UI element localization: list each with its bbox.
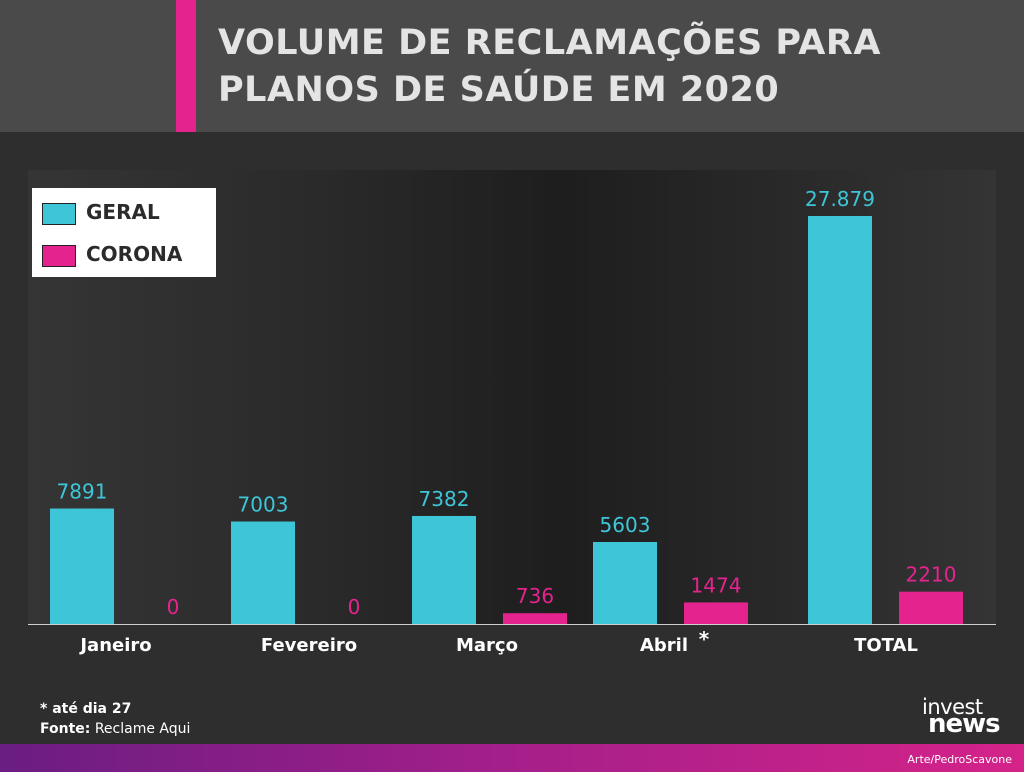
x-tick-label-0: Janeiro: [78, 635, 151, 656]
asterisk-note: * até dia 27: [40, 701, 132, 717]
bar-corona-3: [684, 602, 748, 624]
legend: GERAL CORONA: [32, 188, 216, 277]
data-label-corona-1: 0: [348, 595, 361, 619]
source-value: Reclame Aqui: [94, 721, 191, 737]
bar-geral-2: [412, 515, 476, 624]
chart-title: VOLUME DE RECLAMAÇÕES PARA PLANOS DE SAÚ…: [218, 20, 1008, 114]
legend-label-corona: CORONA: [86, 242, 183, 266]
data-label-corona-4: 2210: [906, 563, 957, 587]
data-label-corona-2: 736: [516, 584, 554, 608]
legend-label-geral: GERAL: [86, 200, 160, 224]
data-label-geral-3: 5603: [600, 513, 651, 537]
data-label-geral-2: 7382: [419, 487, 470, 511]
x-tick-label-2: Março: [456, 635, 518, 656]
logo-line-2: news: [928, 709, 1001, 739]
footer-bar: [0, 744, 1024, 772]
legend-swatch-corona: [42, 245, 76, 267]
investnews-logo: invest news: [918, 695, 1018, 739]
x-tick-label-3: Abril: [640, 635, 688, 656]
x-tick-asterisk-3: *: [699, 627, 710, 651]
data-label-corona-3: 1474: [691, 573, 742, 597]
source-label: Fonte:: [40, 721, 91, 737]
logo-line-1: invest: [922, 695, 983, 719]
header-band: [0, 0, 1024, 132]
bar-geral-0: [50, 508, 114, 624]
source-note: Fonte: Reclame Aqui: [40, 721, 190, 737]
data-label-geral-4: 27.879: [805, 187, 875, 211]
bar-geral-1: [231, 521, 295, 624]
bar-geral-3: [593, 542, 657, 624]
data-label-geral-1: 7003: [238, 493, 289, 517]
data-label-corona-0: 0: [167, 595, 180, 619]
bar-corona-2: [503, 613, 567, 624]
data-label-geral-0: 7891: [57, 480, 108, 504]
x-tick-label-1: Fevereiro: [261, 635, 357, 656]
art-credit: Arte/PedroScavone: [907, 753, 1012, 766]
chart-title-line-2: PLANOS DE SAÚDE EM 2020: [218, 70, 780, 110]
chart-title-line-1: VOLUME DE RECLAMAÇÕES PARA: [218, 23, 881, 63]
x-tick-label-4: TOTAL: [854, 635, 918, 656]
bar-geral-4: [808, 216, 872, 624]
header-accent-stripe: [176, 0, 196, 132]
legend-swatch-geral: [42, 203, 76, 225]
bar-corona-4: [899, 591, 963, 624]
